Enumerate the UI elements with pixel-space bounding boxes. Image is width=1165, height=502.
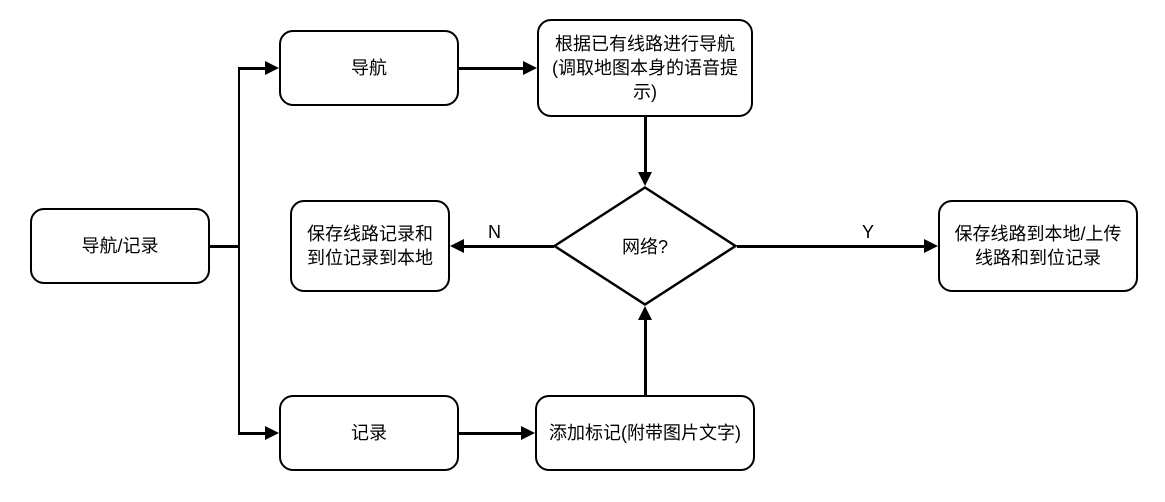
edge-record-addmark-arrow: [521, 426, 535, 440]
node-record: 记录: [279, 395, 459, 471]
edge-label-y: Y: [862, 222, 874, 243]
node-addmark-label: 添加标记(附带图片文字): [549, 421, 741, 445]
edge-addmark-decision-arrow: [638, 306, 652, 320]
edge-record-addmark: [459, 432, 521, 435]
edge-navdetail-decision: [644, 117, 647, 173]
edge-start-record-seg3: [238, 432, 266, 435]
edge-decision-savelocal-arrow: [450, 239, 464, 253]
node-saveup: 保存线路到本地/上传线路和到位记录: [938, 200, 1138, 292]
edge-decision-saveup: [737, 245, 924, 248]
edge-navdetail-decision-arrow: [638, 172, 652, 186]
node-start: 导航/记录: [30, 208, 210, 284]
edge-nav-navdetail: [459, 67, 523, 70]
edge-start-record-seg2: [238, 245, 241, 434]
edge-addmark-decision: [644, 320, 647, 395]
edge-start-nav-arrow: [265, 61, 279, 75]
edge-start-record-arrow: [265, 426, 279, 440]
node-record-label: 记录: [351, 421, 387, 445]
edge-start-nav-seg2: [238, 68, 241, 248]
node-savelocal: 保存线路记录和到位记录到本地: [290, 200, 450, 292]
edge-decision-savelocal: [464, 245, 554, 248]
node-nav-label: 导航: [351, 56, 387, 80]
node-decision-label: 网络?: [622, 233, 668, 259]
node-navdetail-label: 根据已有线路进行导航(调取地图本身的语音提示): [547, 32, 743, 105]
node-savelocal-label: 保存线路记录和到位记录到本地: [300, 222, 440, 271]
edge-label-n: N: [488, 222, 501, 243]
node-addmark: 添加标记(附带图片文字): [535, 395, 755, 471]
edge-start-nav-seg3: [238, 67, 266, 70]
edge-decision-saveup-arrow: [924, 239, 938, 253]
node-navdetail: 根据已有线路进行导航(调取地图本身的语音提示): [537, 19, 753, 117]
edge-nav-navdetail-arrow: [523, 61, 537, 75]
node-nav: 导航: [279, 30, 459, 106]
node-start-label: 导航/记录: [81, 234, 158, 258]
node-saveup-label: 保存线路到本地/上传线路和到位记录: [948, 222, 1128, 271]
edge-start-nav-seg1: [210, 245, 240, 248]
node-decision: 网络?: [553, 186, 737, 306]
